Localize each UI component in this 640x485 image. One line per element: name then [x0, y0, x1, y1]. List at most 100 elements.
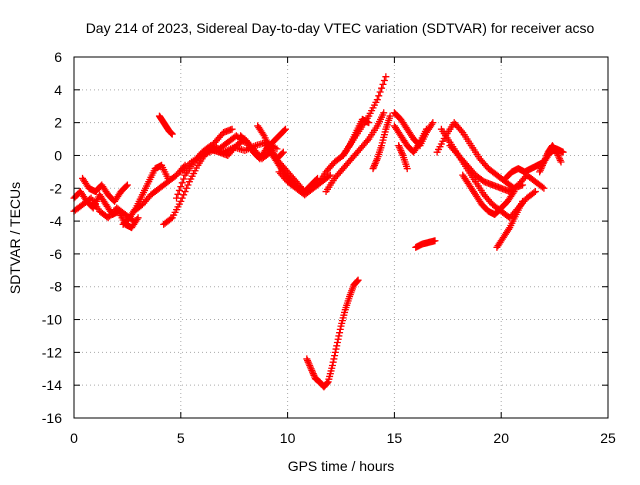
- data-point: [382, 73, 390, 81]
- y-tick-label: 2: [54, 115, 62, 131]
- data-point: [542, 153, 550, 161]
- data-point: [538, 183, 546, 191]
- series-arc-24: [433, 119, 527, 192]
- data-point: [378, 84, 386, 92]
- data-point: [344, 143, 352, 151]
- data-point: [174, 190, 182, 198]
- data-point: [556, 156, 564, 164]
- series-arc-27: [459, 171, 518, 219]
- data-point: [397, 147, 405, 155]
- series-arc-30: [536, 142, 565, 176]
- y-tick-label: -14: [42, 377, 62, 393]
- data-point: [553, 148, 561, 156]
- data-point: [531, 188, 539, 196]
- data-point: [180, 175, 188, 183]
- axis-ticks: [73, 56, 609, 419]
- y-tick-label: -2: [50, 180, 63, 196]
- data-point: [331, 348, 339, 356]
- data-point: [398, 148, 406, 156]
- data-point: [365, 119, 373, 127]
- data-point: [354, 276, 362, 284]
- series-arc-06: [155, 112, 176, 138]
- data-point: [541, 156, 549, 164]
- data-point: [380, 109, 388, 117]
- data-point: [330, 355, 338, 363]
- data-point: [510, 188, 518, 196]
- data-point: [309, 370, 317, 378]
- data-point: [363, 137, 371, 145]
- data-point: [280, 126, 288, 134]
- data-point: [259, 130, 267, 138]
- series-arc-18: [369, 112, 394, 173]
- data-point: [273, 145, 281, 153]
- data-point: [373, 156, 381, 164]
- data-point: [543, 151, 551, 159]
- data-point: [370, 163, 378, 171]
- data-point: [177, 183, 185, 191]
- data-point: [540, 158, 548, 166]
- data-point: [307, 365, 315, 373]
- x-tick-label: 20: [493, 430, 509, 446]
- data-point: [539, 160, 547, 168]
- series-arc-26: [446, 142, 548, 196]
- data-point: [304, 357, 312, 365]
- data-point: [353, 278, 361, 286]
- series-arc-28: [493, 197, 527, 251]
- data-point: [177, 197, 185, 205]
- data-point: [334, 335, 342, 343]
- data-point: [304, 358, 312, 366]
- data-point: [306, 363, 314, 371]
- data-point: [538, 161, 546, 169]
- data-point: [228, 125, 236, 133]
- data-point: [332, 345, 340, 353]
- y-tick-label: -16: [42, 410, 62, 426]
- x-tick-label: 15: [387, 430, 403, 446]
- data-point: [303, 355, 311, 363]
- series-arc-15: [314, 73, 390, 189]
- data-point: [530, 189, 538, 197]
- x-axis-label: GPS time / hours: [288, 458, 395, 474]
- data-point: [122, 182, 130, 190]
- data-point: [306, 361, 314, 369]
- data-point: [415, 140, 423, 148]
- data-point: [175, 186, 183, 194]
- y-tick-label: 0: [54, 147, 62, 163]
- plot-frame: [73, 56, 609, 419]
- grid-lines: [74, 57, 608, 418]
- series-arc-22: [395, 142, 411, 173]
- data-point: [538, 163, 546, 171]
- data-point: [281, 125, 289, 133]
- x-tick-label: 25: [600, 430, 616, 446]
- series-arc-04: [119, 161, 172, 228]
- data-point: [335, 332, 343, 340]
- data-point: [398, 150, 406, 158]
- data-point: [309, 368, 317, 376]
- data-point: [540, 184, 548, 192]
- data-point: [396, 145, 404, 153]
- data-point: [536, 168, 544, 176]
- data-points: [70, 73, 567, 391]
- y-tick-label: -6: [50, 246, 63, 262]
- data-point: [310, 371, 318, 379]
- data-point: [336, 325, 344, 333]
- data-point: [372, 158, 380, 166]
- x-tick-label: 5: [177, 430, 185, 446]
- data-point: [553, 150, 561, 158]
- data-point: [333, 339, 341, 347]
- series-arc-23: [412, 237, 439, 251]
- data-point: [369, 165, 377, 173]
- data-point: [353, 277, 361, 285]
- data-point: [376, 88, 384, 96]
- series-arc-17: [339, 115, 373, 159]
- data-point: [373, 96, 381, 104]
- series-arc-19: [303, 276, 362, 391]
- series-arc-16: [322, 109, 388, 196]
- data-point: [537, 165, 545, 173]
- series-arc-11: [237, 125, 289, 163]
- data-point: [431, 237, 439, 245]
- data-point: [323, 380, 331, 388]
- data-point: [541, 155, 549, 163]
- data-point: [134, 214, 142, 222]
- data-point: [333, 342, 341, 350]
- data-point: [556, 155, 564, 163]
